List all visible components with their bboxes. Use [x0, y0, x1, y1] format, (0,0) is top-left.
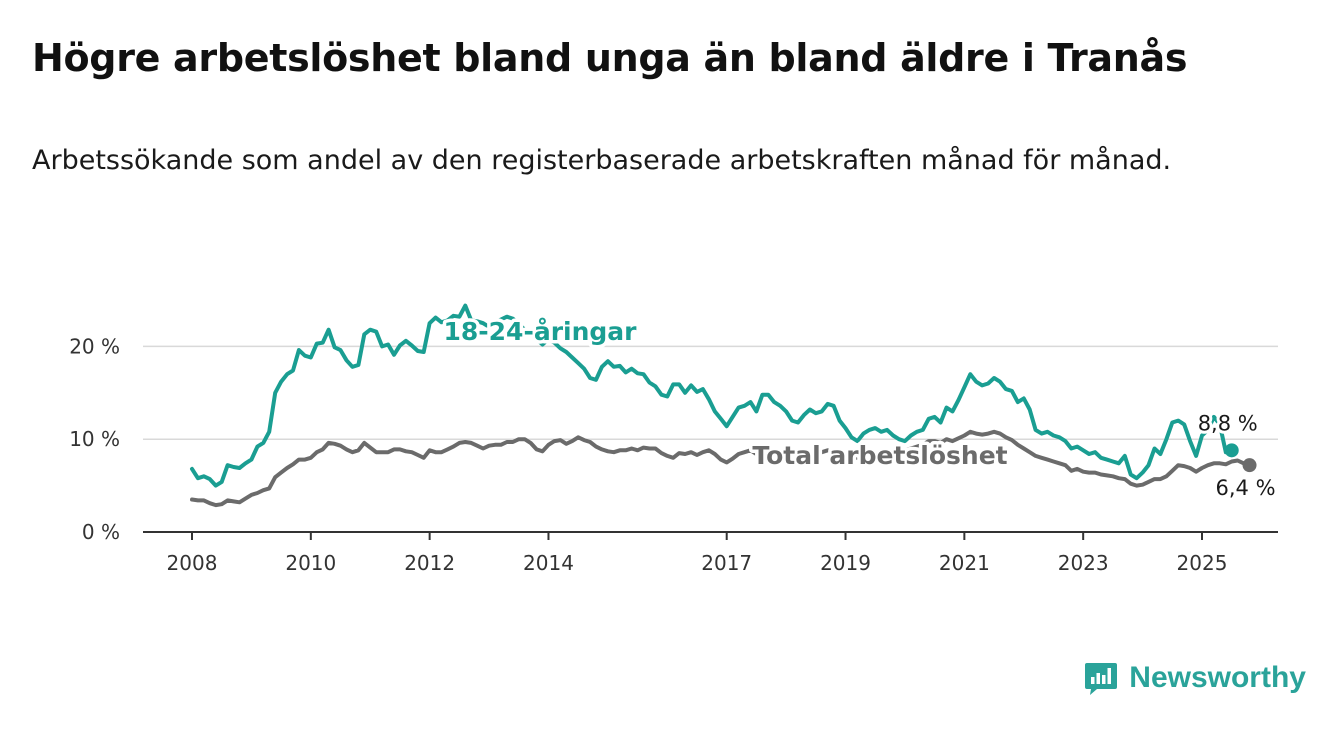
newsworthy-logo[interactable]: Newsworthy	[1083, 660, 1306, 696]
x-tick-label: 2008	[167, 551, 218, 575]
series-name-label: 18-24-åringar	[444, 317, 638, 346]
series-end-value-label: 6,4 %	[1216, 476, 1276, 500]
y-tick-label: 10 %	[69, 427, 120, 451]
series-line-0	[190, 303, 1234, 488]
x-tick-label: 2017	[701, 551, 752, 575]
gridlines	[143, 345, 1278, 440]
x-tick-label: 2012	[404, 551, 455, 575]
series-name-label: Total arbetslöshet	[752, 441, 1007, 470]
chart-title: Högre arbetslöshet bland unga än bland ä…	[32, 36, 1188, 80]
chart-subtitle: Arbetssökande som andel av den registerb…	[32, 145, 1172, 176]
series-line-1	[190, 429, 1252, 508]
x-tick-label: 2010	[285, 551, 336, 575]
series-end-value-label: 8,8 %	[1198, 411, 1258, 435]
x-tick-label: 2019	[820, 551, 871, 575]
series-labels: 18-24-åringar 8,8 % Total arbetslöshet 6,4 …	[440, 314, 1279, 504]
newsworthy-logo-icon	[1085, 663, 1118, 695]
x-tick-label: 2014	[523, 551, 574, 575]
y-axis-ticks: 0 % 10 % 20 %	[69, 334, 120, 544]
x-tick-label: 2023	[1058, 551, 1109, 575]
series-end-dot	[1224, 443, 1239, 458]
y-tick-label: 20 %	[69, 334, 120, 358]
series-lines	[190, 303, 1257, 508]
x-tick-label: 2025	[1177, 551, 1228, 575]
series-end-dot	[1242, 458, 1257, 473]
x-tick-label: 2021	[939, 551, 990, 575]
brand-name: Newsworthy	[1129, 661, 1306, 694]
y-tick-label: 0 %	[82, 520, 120, 544]
x-axis: 2008 2010 2012 2014 2017 2019 2021 2023 2025	[143, 531, 1278, 575]
